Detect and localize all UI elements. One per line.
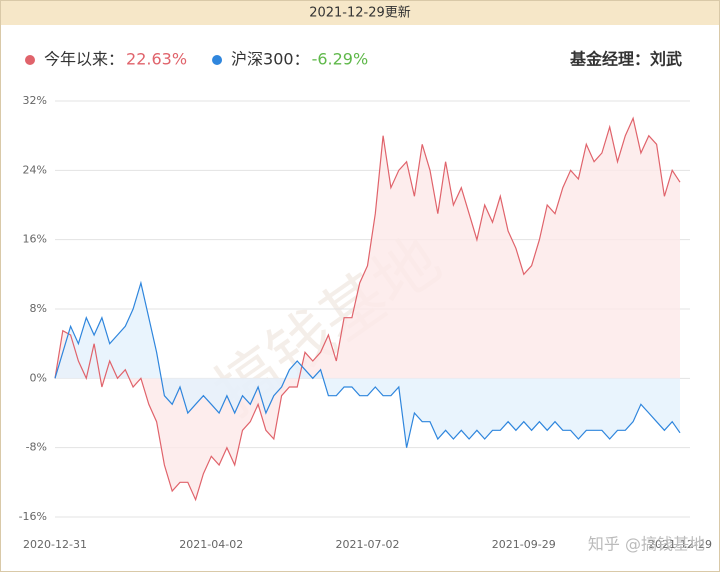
- legend-value: -6.29%: [312, 50, 369, 69]
- x-tick-label: 2021-09-29: [492, 538, 556, 551]
- legend-label: 沪深300：: [231, 50, 310, 69]
- line: [54, 280, 681, 448]
- y-tick-label: 16%: [23, 233, 47, 246]
- header-bar: [1, 1, 719, 25]
- x-tick-label: 2021-07-02: [336, 538, 400, 551]
- y-tick-label: 0%: [30, 371, 47, 384]
- y-tick-label: -8%: [26, 441, 47, 454]
- y-tick-label: 24%: [23, 163, 47, 176]
- header-text: 2021-12-29更新: [309, 5, 411, 21]
- x-tick-label: 2020-12-31: [23, 538, 87, 551]
- x-tick-label: 2021-04-02: [179, 538, 243, 551]
- line: [54, 116, 681, 502]
- manager: 基金经理：刘武: [569, 50, 682, 69]
- legend-label: 今年以来：: [44, 50, 124, 69]
- y-tick-label: 8%: [30, 302, 47, 315]
- legend-value: 22.63%: [126, 50, 187, 69]
- source-watermark: 知乎 @搞钱基地: [588, 535, 705, 554]
- legend-dot: [25, 55, 35, 65]
- area: [55, 283, 680, 448]
- x-tick-label: 2021-12-29: [648, 538, 712, 551]
- y-tick-label: 32%: [23, 94, 47, 107]
- y-tick-label: -16%: [19, 510, 47, 523]
- legend-dot: [212, 55, 223, 65]
